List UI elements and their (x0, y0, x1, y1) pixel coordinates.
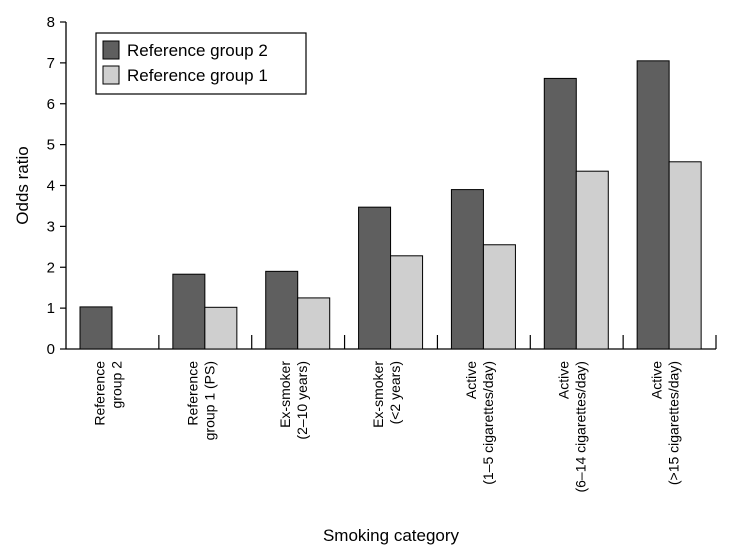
bar-reference-group-2 (265, 270, 299, 350)
bar-reference-group-2 (358, 206, 392, 350)
y-tick-label: 6 (47, 96, 55, 113)
x-category-label: Ex-smoker (370, 361, 386, 428)
bar-reference-group-1 (204, 306, 238, 350)
y-axis-label: Odds ratio (13, 146, 32, 224)
legend-label-reference-group-1: Reference group 1 (127, 66, 268, 85)
x-category-label: Ex-smoker (277, 361, 293, 428)
bar-reference-group-2 (79, 306, 113, 350)
x-category-label: Active (649, 361, 665, 399)
bar-reference-group-1 (297, 297, 331, 350)
bars (79, 60, 702, 350)
y-tick-label: 0 (47, 341, 55, 358)
x-category-label: (1–5 cigarettes/day) (480, 361, 496, 485)
x-category-label: (>15 cigarettes/day) (666, 361, 682, 485)
bar-reference-group-2 (543, 77, 577, 350)
bar-reference-group-1 (482, 244, 516, 350)
bar-reference-group-2 (636, 60, 670, 350)
bar-reference-group-1 (668, 161, 702, 350)
y-ticks: 0 1 2 3 4 5 6 7 8 (47, 14, 66, 358)
y-tick-label: 5 (47, 137, 55, 154)
y-tick-label: 2 (47, 259, 55, 276)
legend-label-reference-group-2: Reference group 2 (127, 41, 268, 60)
x-category-label: group 1 (PS) (201, 361, 217, 440)
x-category-label: Reference (184, 361, 200, 426)
x-category-label: Reference (91, 361, 107, 426)
x-category-label: (2–10 years) (294, 361, 310, 440)
y-tick-label: 3 (47, 218, 55, 235)
x-category-label: Active (556, 361, 572, 399)
legend-swatch-reference-group-1 (102, 65, 120, 85)
bar-reference-group-2 (172, 273, 206, 350)
legend-box (95, 32, 307, 95)
x-axis-label: Smoking category (323, 526, 460, 545)
legend-swatch-reference-group-2 (102, 40, 120, 60)
x-category-label: (<2 years) (387, 361, 403, 424)
bar-reference-group-2 (450, 189, 484, 350)
y-tick-label: 4 (47, 178, 55, 195)
x-category-label: (6–14 cigarettes/day) (573, 361, 589, 493)
bar-reference-group-1 (390, 255, 424, 350)
y-tick-label: 1 (47, 300, 55, 317)
x-category-label: group 2 (108, 361, 124, 409)
x-category-label: Active (463, 361, 479, 399)
x-category-labels: Reference group 2 Reference group 1 (PS) Ex-… (91, 335, 717, 493)
y-tick-label: 7 (47, 55, 55, 72)
bar-reference-group-1 (575, 170, 609, 350)
legend: Reference group 2 Reference group 1 (95, 32, 307, 95)
y-tick-label: 8 (47, 14, 55, 31)
